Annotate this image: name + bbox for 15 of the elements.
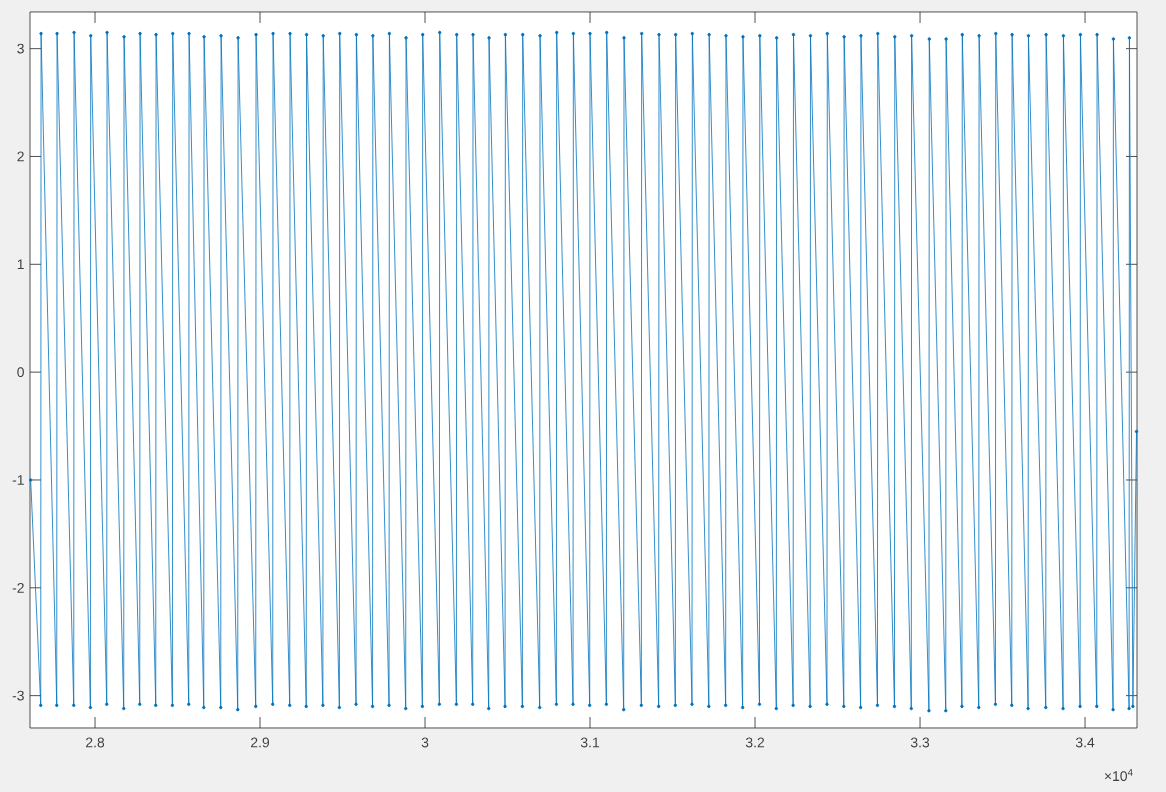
x-tick-label: 2.8 <box>86 737 105 748</box>
x-tick-label: 3.1 <box>580 737 600 748</box>
x-tick-label: 3.3 <box>910 737 930 748</box>
y-tick-label: 3 <box>17 43 24 54</box>
y-tick-label: 1 <box>17 259 24 270</box>
text: ×10$^{4}$ <box>1104 768 1133 782</box>
y-tick-label: -2 <box>12 582 24 593</box>
y-tick-label: -3 <box>12 690 24 701</box>
x-tick-label: 3.4 <box>1075 737 1095 748</box>
y-tick-label: -1 <box>12 475 24 485</box>
x-tick-label: 3.2 <box>745 737 765 748</box>
y-tick-label: 0 <box>17 367 24 378</box>
x-tick-label: 2.9 <box>251 737 270 748</box>
x-tick-label: 3 <box>421 737 429 748</box>
y-tick-label: 2 <box>17 151 24 162</box>
